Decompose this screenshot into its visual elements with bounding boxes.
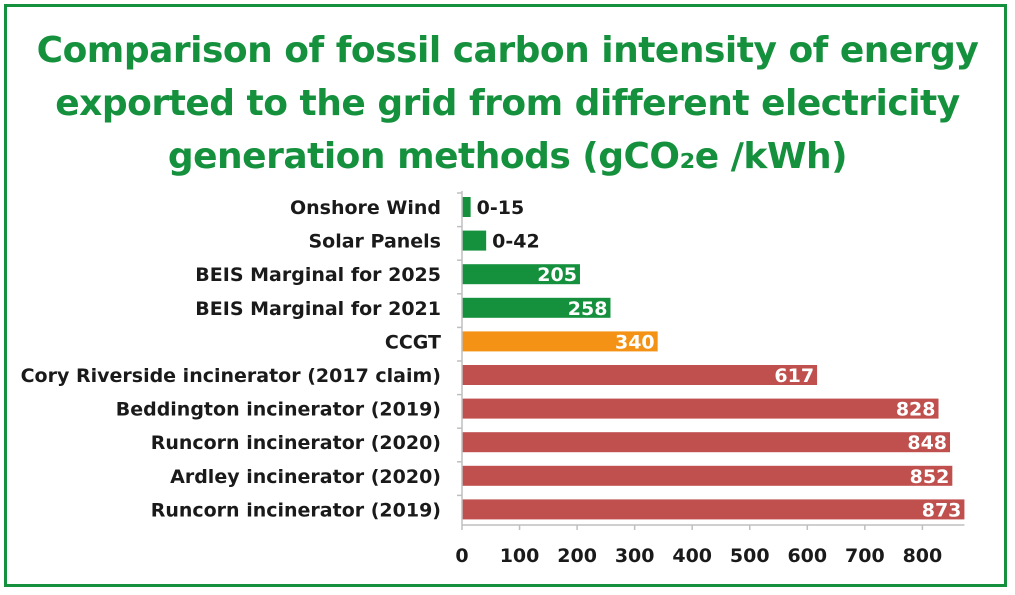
value-label: 828: [896, 399, 936, 421]
category-label: Solar Panels: [308, 231, 441, 253]
value-label: 258: [568, 298, 608, 320]
x-tick-label: 300: [615, 545, 655, 567]
category-label: Beddington incinerator (2019): [116, 399, 441, 421]
bar-onshore-wind: [462, 197, 471, 217]
value-label: 848: [907, 432, 947, 454]
category-label: BEIS Marginal for 2025: [195, 264, 441, 286]
category-label: Onshore Wind: [290, 197, 441, 219]
bars-group: [462, 197, 965, 520]
bar-ccgt: [462, 331, 658, 352]
x-tick-label: 600: [787, 545, 827, 567]
chart-title-line-3: generation methods (gCO₂e /kWh): [167, 136, 848, 177]
bar-beddington-incinerator-2019: [462, 398, 939, 419]
category-label: CCGT: [385, 331, 441, 353]
chart-border: [4, 4, 1007, 587]
value-label: 0-15: [477, 197, 525, 219]
value-label: 0-42: [492, 231, 540, 253]
value-label: 340: [615, 331, 655, 353]
category-labels: Onshore Wind Solar Panels BEIS Marginal fo…: [21, 197, 441, 521]
category-label: Cory Riverside incinerator (2017 claim): [21, 365, 441, 387]
bar-beis-marginal-for-2025: [462, 264, 580, 285]
category-label: BEIS Marginal for 2021: [195, 298, 441, 320]
value-label: 873: [922, 499, 962, 521]
x-axis: 0 100 200 300 400 500 600 700 800: [455, 191, 965, 567]
bar-ardley-incinerator-2020: [462, 465, 953, 486]
value-label: 852: [910, 466, 950, 488]
x-tick-label: 500: [730, 545, 770, 567]
bar-solar-panels: [462, 230, 487, 251]
chart-title-line-1: Comparison of fossil carbon intensity of…: [36, 30, 979, 71]
x-tick-label: 100: [500, 545, 540, 567]
bar-cory-riverside-incinerator-2017-claim: [462, 365, 818, 385]
chart-title: Comparison of fossil carbon intensity of…: [0, 24, 1015, 183]
bar-runcorn-incinerator-2020: [462, 432, 951, 453]
x-tick-label: 800: [903, 545, 943, 567]
bar-runcorn-incinerator-2019: [462, 499, 965, 520]
category-label: Ardley incinerator (2020): [170, 466, 441, 488]
x-tick-label: 0: [455, 545, 468, 567]
value-labels: 0-15 0-42 205 258 340 617 828 848 852 873: [477, 197, 962, 521]
x-tick-label: 400: [672, 545, 712, 567]
category-label: Runcorn incinerator (2019): [151, 499, 441, 521]
category-label: Runcorn incinerator (2020): [151, 432, 441, 454]
value-label: 205: [537, 264, 577, 286]
bar-beis-marginal-for-2021: [462, 297, 611, 318]
value-label: 617: [774, 365, 814, 387]
chart-title-line-2: exported to the grid from different elec…: [55, 83, 960, 124]
x-tick-label: 700: [845, 545, 885, 567]
x-tick-label: 200: [557, 545, 597, 567]
